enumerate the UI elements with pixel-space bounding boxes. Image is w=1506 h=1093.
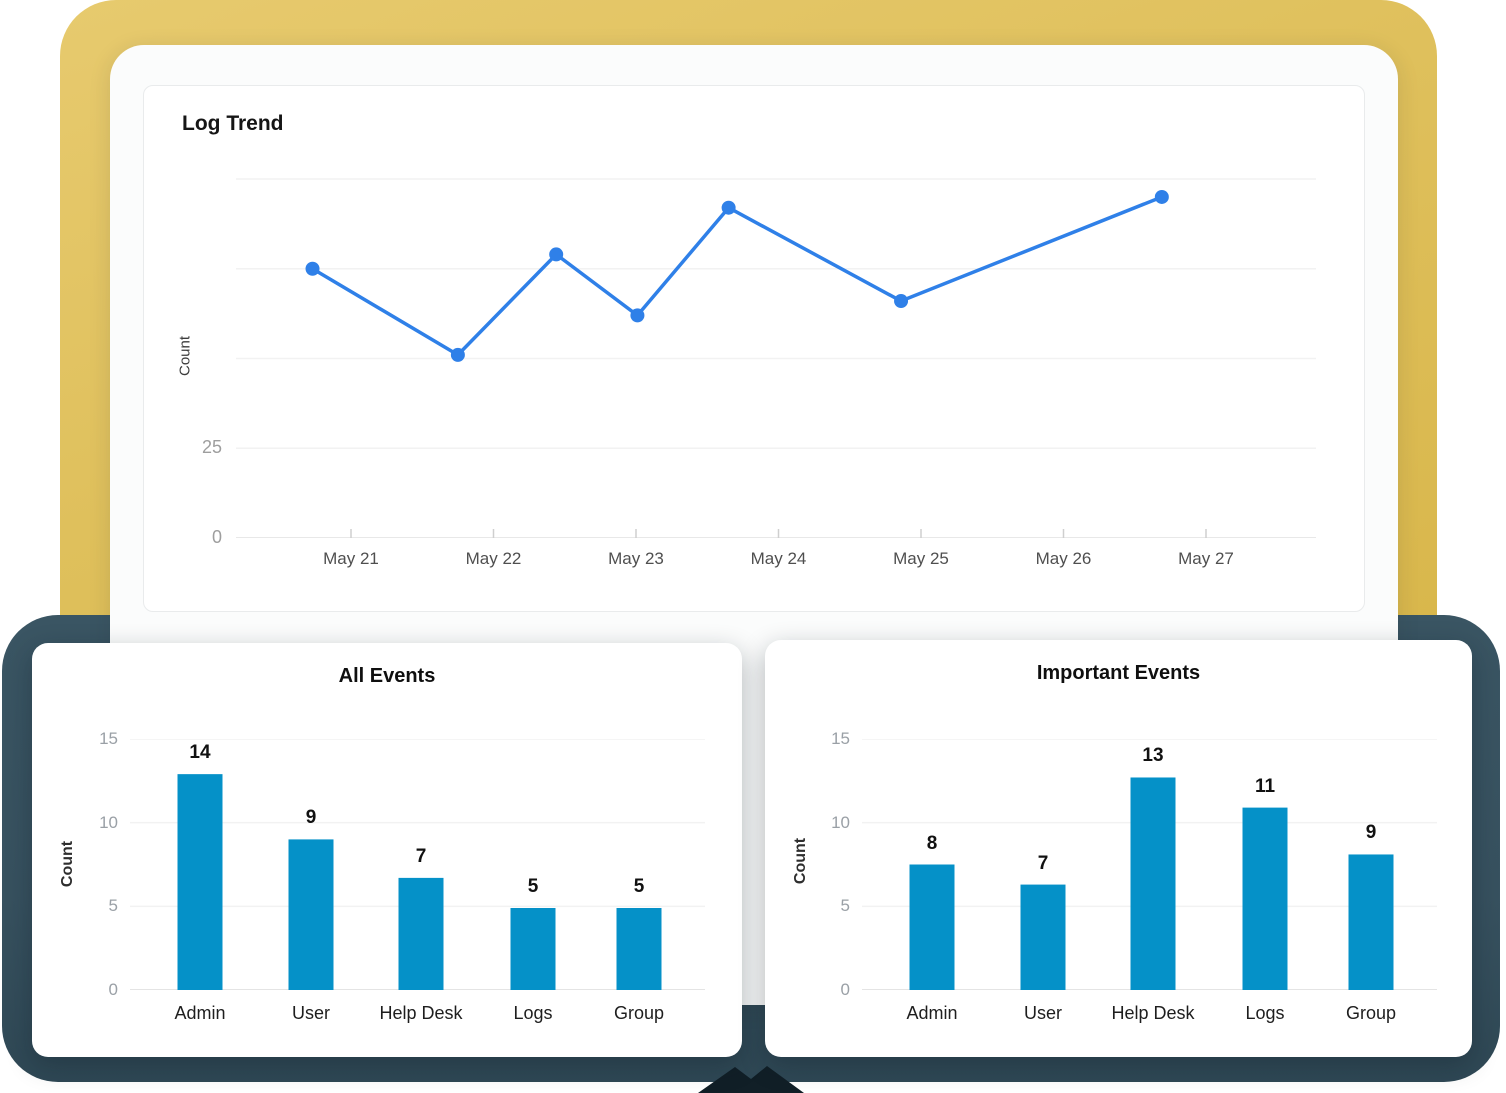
bar-chart-category-label: User — [291, 1003, 330, 1023]
bar-value-label: 14 — [189, 742, 211, 764]
log-trend-x-tick-label: May 27 — [1178, 549, 1234, 568]
log-trend-y-tick-label: 0 — [211, 527, 222, 547]
bar-chart-y-tick-label: 5 — [840, 896, 850, 916]
all-events-card: All Events Count 15 10 5 0 Admin User Help Des… — [32, 643, 742, 1057]
log-trend-card: Log Trend Count May 21 May 22 May 23 May 24… — [143, 85, 1365, 612]
log-trend-y-tick-label: 25 — [201, 437, 222, 458]
bar-chart-category-label: Admin — [174, 1003, 226, 1023]
bar-chart-y-tick-label: 0 — [108, 980, 118, 999]
important-events-title: Important Events — [1036, 662, 1201, 684]
bar-chart-y-tick-label: 15 — [831, 729, 850, 748]
log-trend-x-tick-label: May 21 — [323, 549, 379, 568]
bar-chart-category-label: Logs — [1245, 1003, 1285, 1023]
bar-value-label: 13 — [1142, 745, 1164, 767]
important-events-plot — [862, 738, 1437, 991]
bar-chart-category-label: Group — [613, 1003, 665, 1023]
log-trend-x-tick-label: May 23 — [608, 549, 664, 568]
bar-chart-category-label: Logs — [513, 1003, 553, 1023]
bar-chart-category-label: Group — [1345, 1003, 1397, 1023]
bar-value-label: 5 — [633, 876, 645, 897]
log-trend-plot — [236, 173, 1316, 539]
bar-chart-category-label: Help Desk — [1111, 1003, 1195, 1023]
bar-chart-y-tick-label: 0 — [840, 980, 850, 999]
log-trend-x-tick-label: May 22 — [465, 549, 522, 568]
bar-value-label: 9 — [1365, 822, 1377, 844]
important-events-y-axis-label: Count — [792, 837, 809, 885]
bar-chart-category-label: Help Desk — [379, 1003, 463, 1023]
bar-value-label: 11 — [1254, 775, 1276, 797]
bar-chart-y-tick-label: 10 — [99, 812, 118, 832]
log-trend-x-tick-label: May 24 — [750, 549, 807, 568]
bar-chart-y-tick-label: 5 — [108, 896, 118, 916]
log-trend-x-tick-label: May 26 — [1035, 549, 1092, 568]
log-trend-x-tick-label: May 25 — [893, 549, 949, 568]
bar-chart-y-tick-label: 10 — [831, 812, 850, 832]
log-trend-y-axis-label: Count — [176, 335, 194, 377]
bar-value-label: 9 — [305, 807, 317, 829]
log-trend-title: Log Trend — [182, 112, 284, 135]
bar-value-label: 8 — [926, 832, 938, 854]
all-events-plot — [130, 738, 705, 991]
important-events-card: Important Events Count 15 10 5 0 Admin User He… — [765, 640, 1472, 1057]
bar-chart-y-tick-label: 15 — [99, 729, 118, 748]
bar-chart-category-label: Admin — [906, 1003, 958, 1023]
bar-value-label: 7 — [1037, 852, 1049, 874]
bar-value-label: 5 — [527, 876, 539, 897]
bottom-notch-decoration — [698, 1066, 804, 1093]
bar-chart-category-label: User — [1023, 1003, 1062, 1023]
bar-value-label: 7 — [415, 845, 427, 867]
all-events-title: All Events — [338, 665, 436, 687]
all-events-y-axis-label: Count — [59, 840, 76, 888]
